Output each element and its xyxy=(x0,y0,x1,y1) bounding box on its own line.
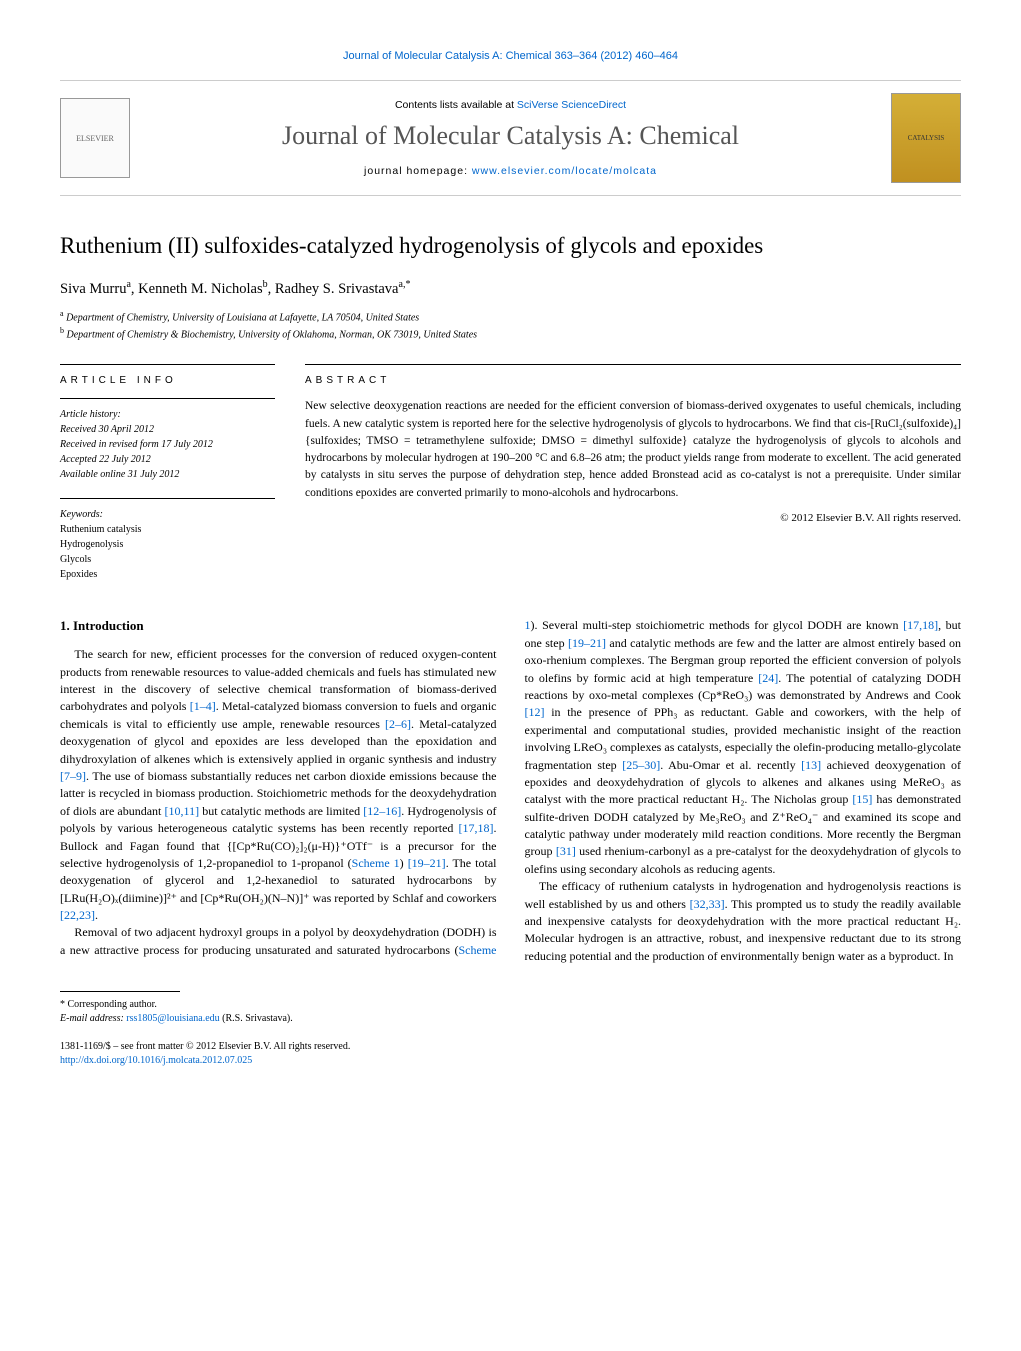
affiliation-a: a Department of Chemistry, University of… xyxy=(60,308,961,325)
body-para-1: The search for new, efficient processes … xyxy=(60,646,497,924)
homepage-link[interactable]: www.elsevier.com/locate/molcata xyxy=(472,165,657,177)
abstract-label: abstract xyxy=(305,364,961,386)
contents-prefix: Contents lists available at xyxy=(395,99,517,111)
elsevier-logo-label: ELSEVIER xyxy=(76,134,114,143)
history-online: Available online 31 July 2012 xyxy=(60,467,275,482)
issn-line: 1381-1169/$ – see front matter © 2012 El… xyxy=(60,1040,961,1054)
author-3: Radhey S. Srivastavaa,* xyxy=(275,281,411,297)
journal-name: Journal of Molecular Catalysis A: Chemic… xyxy=(148,121,873,151)
email-line: E-mail address: rss1805@louisiana.edu (R… xyxy=(60,1012,961,1026)
abstract-column: abstract New selective deoxygenation rea… xyxy=(305,364,961,582)
doi-link[interactable]: http://dx.doi.org/10.1016/j.molcata.2012… xyxy=(60,1055,252,1066)
footer-block: * Corresponding author. E-mail address: … xyxy=(60,991,961,1068)
keyword-2: Hydrogenolysis xyxy=(60,537,275,552)
keyword-1: Ruthenium catalysis xyxy=(60,522,275,537)
copyright-line: © 2012 Elsevier B.V. All rights reserved… xyxy=(305,512,961,524)
journal-header: ELSEVIER Contents lists available at Sci… xyxy=(60,80,961,196)
footer-rule xyxy=(60,991,180,992)
article-title: Ruthenium (II) sulfoxides-catalyzed hydr… xyxy=(60,231,961,261)
affiliation-b: b Department of Chemistry & Biochemistry… xyxy=(60,325,961,342)
journal-cover-thumb: CATALYSIS xyxy=(891,93,961,183)
abstract-text: New selective deoxygenation reactions ar… xyxy=(305,398,961,502)
body-para-3: The efficacy of ruthenium catalysts in h… xyxy=(525,878,962,965)
author-1: Siva Murrua xyxy=(60,281,131,297)
sciencedirect-link[interactable]: SciVerse ScienceDirect xyxy=(517,99,626,111)
corresponding-author: * Corresponding author. xyxy=(60,998,961,1012)
article-history: Article history: Received 30 April 2012 … xyxy=(60,398,275,482)
elsevier-logo: ELSEVIER xyxy=(60,98,130,178)
email-name: (R.S. Srivastava). xyxy=(220,1013,293,1024)
keyword-4: Epoxides xyxy=(60,567,275,582)
body-two-column: 1. Introduction The search for new, effi… xyxy=(60,617,961,965)
header-center: Contents lists available at SciVerse Sci… xyxy=(148,99,873,177)
keywords-block: Keywords: Ruthenium catalysis Hydrogenol… xyxy=(60,498,275,582)
top-citation: Journal of Molecular Catalysis A: Chemic… xyxy=(60,50,961,62)
email-link[interactable]: rss1805@louisiana.edu xyxy=(126,1013,219,1024)
contents-line: Contents lists available at SciVerse Sci… xyxy=(148,99,873,111)
article-info-label: article info xyxy=(60,364,275,386)
keyword-3: Glycols xyxy=(60,552,275,567)
cover-label: CATALYSIS xyxy=(908,134,944,142)
email-label: E-mail address: xyxy=(60,1013,126,1024)
history-accepted: Accepted 22 July 2012 xyxy=(60,452,275,467)
affiliations: a Department of Chemistry, University of… xyxy=(60,308,961,343)
introduction-heading: 1. Introduction xyxy=(60,617,497,636)
keywords-header: Keywords: xyxy=(60,507,275,522)
article-info-column: article info Article history: Received 3… xyxy=(60,364,275,582)
homepage-prefix: journal homepage: xyxy=(364,165,472,177)
homepage-line: journal homepage: www.elsevier.com/locat… xyxy=(148,165,873,177)
authors-line: Siva Murrua, Kenneth M. Nicholasb, Radhe… xyxy=(60,279,961,298)
history-header: Article history: xyxy=(60,407,275,422)
author-2: Kenneth M. Nicholasb xyxy=(138,281,267,297)
history-revised: Received in revised form 17 July 2012 xyxy=(60,437,275,452)
history-received: Received 30 April 2012 xyxy=(60,422,275,437)
